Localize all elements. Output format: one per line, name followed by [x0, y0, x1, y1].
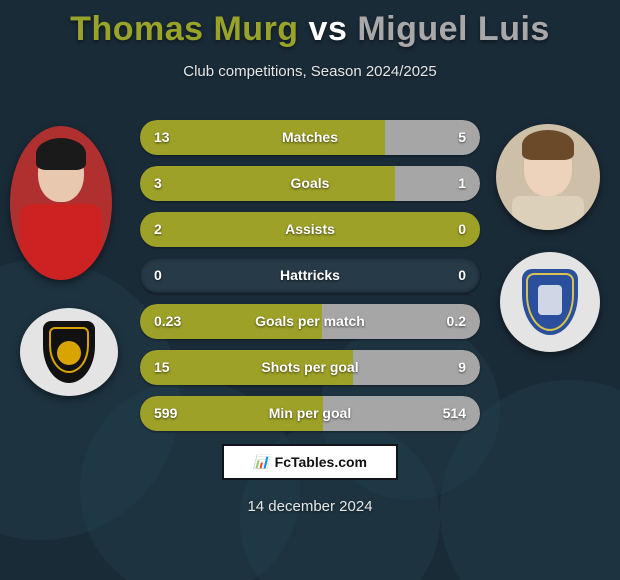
stat-value-right: 5 — [458, 120, 466, 155]
stat-label: Matches — [140, 120, 480, 155]
stat-value-left: 599 — [154, 396, 177, 431]
stat-value-right: 1 — [458, 166, 466, 201]
stat-label: Min per goal — [140, 396, 480, 431]
page-title: Thomas Murg vs Miguel Luis — [0, 0, 620, 49]
player2-club-badge — [500, 252, 600, 352]
stat-value-right: 0.2 — [447, 304, 466, 339]
title-player2: Miguel Luis — [357, 10, 550, 48]
title-player1: Thomas Murg — [70, 10, 298, 48]
fctables-name: FcTables.com — [275, 454, 367, 470]
subtitle: Club competitions, Season 2024/2025 — [0, 63, 620, 80]
player1-club-badge — [20, 308, 118, 396]
stat-value-right: 0 — [458, 258, 466, 293]
stat-value-left: 3 — [154, 166, 162, 201]
source-badge: 📊 FcTables.com — [222, 444, 398, 480]
stat-label: Hattricks — [140, 258, 480, 293]
stat-label: Assists — [140, 212, 480, 247]
stat-row: Min per goal599 514 — [140, 396, 480, 431]
stat-row: Goals3 1 — [140, 166, 480, 201]
stat-value-right: 9 — [458, 350, 466, 385]
stat-value-right: 0 — [458, 212, 466, 247]
stat-value-right: 514 — [443, 396, 466, 431]
stat-value-left: 2 — [154, 212, 162, 247]
stat-label: Goals — [140, 166, 480, 201]
stat-label: Shots per goal — [140, 350, 480, 385]
stat-row: Matches13 5 — [140, 120, 480, 155]
stat-row: Hattricks0 0 — [140, 258, 480, 293]
stat-value-left: 15 — [154, 350, 170, 385]
stat-value-left: 0.23 — [154, 304, 181, 339]
stat-row: Goals per match0.23 0.2 — [140, 304, 480, 339]
stat-row: Assists2 0 — [140, 212, 480, 247]
stat-row: Shots per goal15 9 — [140, 350, 480, 385]
player2-avatar — [496, 124, 600, 230]
fctables-logo-icon: 📊 — [253, 454, 269, 470]
title-vs: vs — [309, 10, 348, 48]
stats-comparison: Matches135Goals31Assists20Hattricks00Goa… — [140, 120, 480, 442]
stat-value-left: 13 — [154, 120, 170, 155]
player1-avatar — [10, 126, 112, 280]
stat-value-left: 0 — [154, 258, 162, 293]
snapshot-date: 14 december 2024 — [0, 498, 620, 515]
stat-label: Goals per match — [140, 304, 480, 339]
